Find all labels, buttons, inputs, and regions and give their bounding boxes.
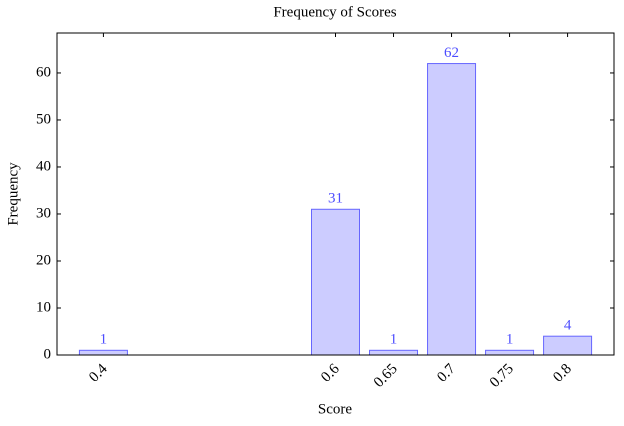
bar: [485, 349, 535, 356]
bar: [369, 349, 419, 356]
bar: [78, 349, 128, 356]
y-tick-label: 60: [36, 64, 51, 80]
y-axis-label: Frequency: [5, 162, 21, 226]
x-tick-label: 0.6: [318, 361, 343, 386]
chart-title: Frequency of Scores: [273, 4, 396, 20]
bar: [543, 335, 593, 356]
x-axis-label: Score: [318, 401, 352, 417]
y-tick-label: 0: [44, 346, 52, 362]
x-tick-label: 0.65: [371, 361, 401, 391]
y-tick-label: 40: [36, 158, 51, 174]
bar: [311, 208, 360, 356]
data-label: 31: [328, 191, 343, 207]
y-tick-label: 30: [36, 205, 51, 221]
data-label: 1: [506, 332, 514, 348]
data-label: 1: [390, 332, 398, 348]
y-tick-label: 50: [36, 111, 51, 127]
x-tick-label: 0.75: [487, 361, 517, 391]
data-label: 1: [100, 332, 108, 348]
data-label: 4: [564, 318, 572, 334]
x-tick-label: 0.8: [550, 361, 575, 386]
y-tick-label: 20: [36, 252, 51, 268]
data-label: 62: [444, 45, 459, 61]
x-tick-label: 0.4: [86, 361, 111, 386]
plot-frame: [56, 32, 615, 356]
bar: [427, 63, 477, 356]
y-tick-label: 10: [36, 299, 51, 315]
x-tick-label: 0.7: [434, 361, 459, 386]
